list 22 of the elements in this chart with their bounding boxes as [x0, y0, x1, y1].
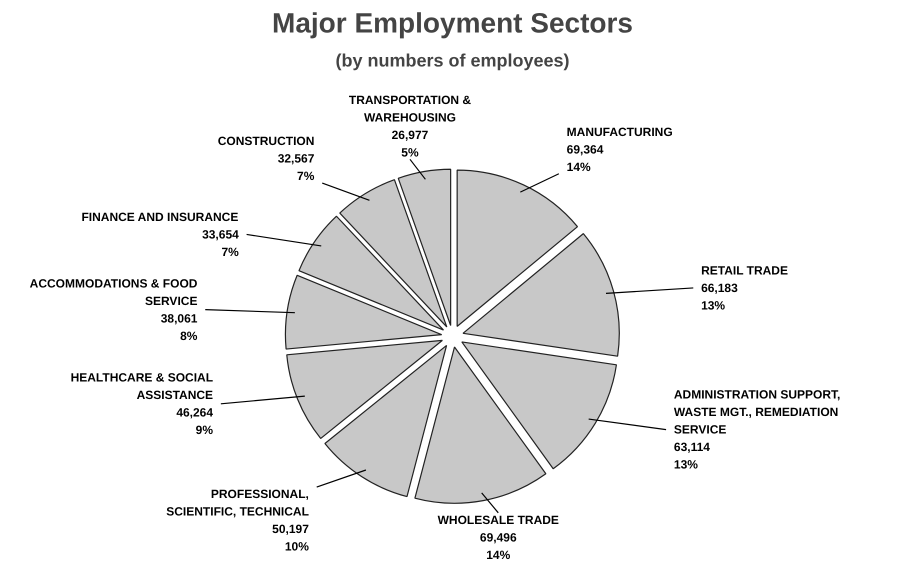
slice-label: PROFESSIONAL, SCIENTIFIC, TECHNICAL: [166, 487, 309, 519]
data-label: 38,061 8%: [160, 311, 198, 343]
slice-label: WHOLESALE TRADE: [438, 512, 559, 527]
data-label: 33,654 7%: [202, 227, 240, 259]
data-label: 69,364 14%: [566, 142, 604, 174]
slice-label: ACCOMMODATIONS & FOOD SERVICE: [30, 276, 198, 308]
slice-label: CONSTRUCTION: [218, 134, 314, 148]
slice-label: ADMINISTRATION SUPPORT, WASTE MGT., REMEDIATION SERVICE: [674, 388, 840, 437]
data-label: 63,114 13%: [674, 440, 710, 472]
data-label: 69,496 14%: [480, 530, 517, 562]
data-label: 50,197 10%: [272, 522, 310, 554]
slice-label: RETAIL TRADE: [701, 263, 788, 278]
data-label: 32,567 7%: [278, 152, 315, 184]
chart-subtitle: (by numbers of employees): [335, 50, 570, 70]
slice-label: FINANCE AND INSURANCE: [81, 210, 238, 224]
data-label: 46,264 9%: [176, 406, 214, 438]
chart-title: Major Employment Sectors: [272, 8, 633, 38]
data-label: 26,977 5%: [392, 128, 429, 160]
slice-label: MANUFACTURING: [566, 124, 673, 139]
data-label: 66,183 13%: [701, 280, 738, 312]
slice-label: TRANSPORTATION & WAREHOUSING: [348, 92, 472, 124]
slice-label: HEALTHCARE & SOCIAL ASSISTANCE: [70, 370, 214, 402]
